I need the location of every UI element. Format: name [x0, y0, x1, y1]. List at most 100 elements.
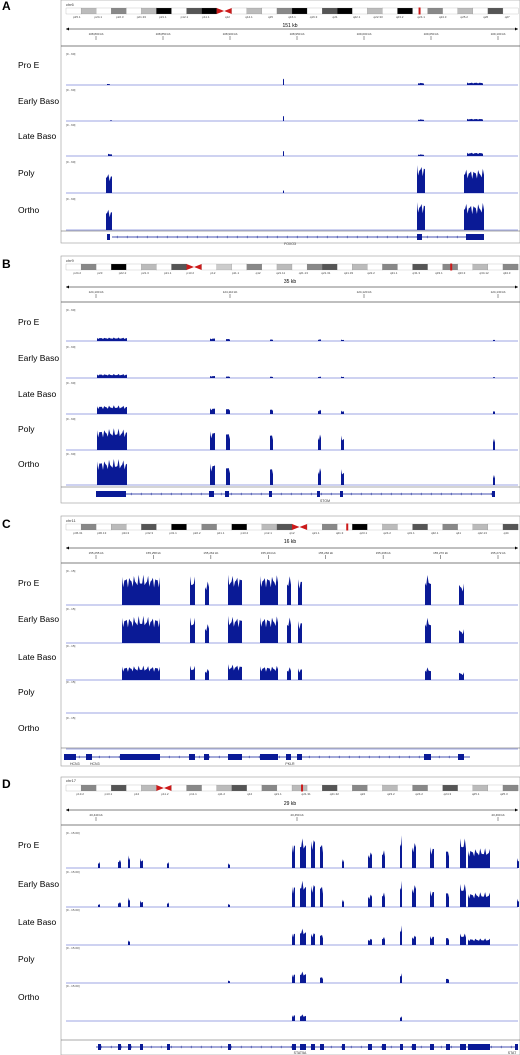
tick-label: 155,264 kb: [261, 551, 276, 555]
cytoband: [322, 523, 338, 531]
strand-arrow: [350, 1045, 353, 1049]
tick-label: 155,262 kb: [203, 551, 218, 555]
coverage-peak: [98, 903, 100, 907]
tick-label: 155,272 kb: [491, 551, 506, 555]
strand-arrow: [350, 492, 353, 496]
coverage-peak: [287, 576, 291, 605]
coverage-peak: [283, 78, 284, 85]
exon: [492, 491, 495, 497]
exon: [189, 754, 195, 760]
strand-arrow: [438, 755, 441, 759]
cytoband: [201, 263, 217, 271]
data-range-label: [0 - 15]: [66, 680, 76, 684]
exon: [466, 234, 484, 240]
coverage-peak: [228, 903, 230, 907]
coverage-peak: [292, 974, 295, 983]
band-label: p23: [97, 271, 102, 275]
coverage-tracks: [0 - 60] [0 - 60] [0 - 60] [0 - 60] [0 - 60]: [66, 308, 518, 486]
coverage-peak: [493, 438, 495, 450]
coverage-peak: [341, 410, 344, 414]
coverage-tracks: [0 - 15] [0 - 15] [0 - 15] [0 - 15] [0 - 15]: [66, 569, 518, 750]
strand-arrow: [390, 1045, 393, 1049]
current-region-marker: [346, 523, 349, 531]
coverage-peak: [205, 581, 209, 605]
cytoband: [141, 263, 157, 271]
strand-arrow: [190, 492, 193, 496]
data-range-label: [0 - 15.00]: [66, 946, 80, 950]
cytoband: [186, 7, 202, 15]
exon: [300, 1044, 306, 1050]
coverage-peak: [320, 977, 323, 983]
data-range-label: [0 - 60]: [66, 381, 76, 385]
data-range-label: [0 - 15.00]: [66, 908, 80, 912]
band-label: q21.1: [274, 792, 282, 796]
track-label-late-baso: Late Baso: [18, 131, 57, 141]
strand-arrow: [280, 1045, 283, 1049]
cytoband: [80, 784, 97, 792]
cytoband: [156, 523, 172, 531]
coverage-peak: [368, 894, 372, 907]
coverage-peak: [122, 574, 160, 605]
strand-arrow: [358, 755, 361, 759]
band-label: q26: [483, 15, 488, 19]
coverage-peak: [318, 434, 321, 450]
band-label: p21.1: [159, 15, 167, 19]
cytoband: [457, 263, 474, 271]
band-label: q21.3: [336, 531, 344, 535]
exon: [368, 1044, 372, 1050]
cytoband: [141, 7, 157, 15]
cytoband: [457, 7, 474, 15]
centromere-marker: [194, 264, 202, 270]
strand-arrow: [420, 1045, 423, 1049]
centromere-marker: [216, 8, 225, 14]
strand-arrow: [116, 235, 119, 239]
strand-arrow: [260, 492, 263, 496]
cytoband: [487, 784, 504, 792]
coverage-peak: [300, 1014, 306, 1021]
cytoband: [186, 784, 202, 792]
track-label-late-baso: Late Baso: [18, 917, 57, 927]
coverage-peak: [320, 886, 323, 907]
strand-arrow: [310, 492, 313, 496]
cytoband: [246, 263, 263, 271]
band-label: p11.1: [189, 792, 197, 796]
coverage-peak: [368, 938, 372, 945]
band-label: q22.1: [353, 15, 361, 19]
coverage-peak: [205, 669, 209, 680]
coverage-peak: [341, 376, 344, 378]
tick-label: 124,130 kb: [491, 290, 506, 294]
cytoband: [231, 263, 248, 271]
strand-arrow: [410, 492, 413, 496]
coverage-peak: [128, 940, 130, 945]
cytoband: [171, 523, 187, 531]
tick-label: 124,120 kb: [357, 290, 372, 294]
band-label: p13.2: [76, 792, 84, 796]
exon: [128, 1044, 131, 1050]
coverage-peak: [460, 933, 466, 945]
strand-arrow: [340, 1045, 343, 1049]
current-region-marker: [418, 7, 421, 15]
exon: [417, 234, 422, 240]
data-range-label: [0 - 15]: [66, 607, 76, 611]
track-label-poly: Poly: [18, 687, 35, 697]
coverage-peak: [493, 339, 495, 341]
chromosome-label: chr9: [66, 258, 75, 263]
coverage-peak: [464, 168, 484, 193]
cytoband: [352, 7, 368, 15]
data-range-label: [0 - 15.00]: [66, 831, 80, 835]
exon: [317, 491, 320, 497]
coverage-peak: [226, 434, 230, 450]
span-arrow-left: [66, 546, 69, 550]
exon: [424, 754, 431, 760]
cytoband: [427, 263, 443, 271]
strand-arrow: [280, 492, 283, 496]
cytoband: [246, 784, 263, 792]
strand-arrow: [236, 235, 239, 239]
band-label: p12: [134, 792, 139, 796]
strand-arrow: [440, 492, 443, 496]
coverage-peak: [300, 928, 306, 945]
strand-arrow: [446, 235, 449, 239]
exon: [228, 1044, 231, 1050]
strand-arrow: [360, 1045, 363, 1049]
